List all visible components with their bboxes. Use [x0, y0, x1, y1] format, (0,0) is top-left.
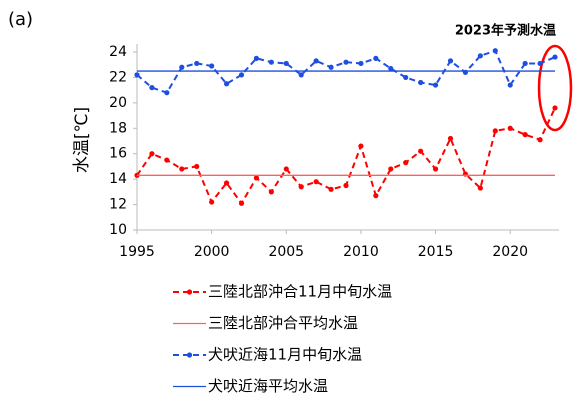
- point: [313, 179, 319, 185]
- point: [298, 72, 304, 78]
- y-tick-label: 18: [109, 120, 127, 136]
- point: [388, 65, 394, 72]
- point: [194, 163, 200, 170]
- panel-label: (a): [8, 9, 33, 30]
- point: [343, 59, 349, 65]
- point: [522, 132, 528, 138]
- point: [179, 64, 185, 70]
- point: [432, 82, 439, 88]
- point: [149, 151, 155, 157]
- x-tick-label: 1995: [119, 244, 155, 260]
- legend-marker: [186, 289, 193, 295]
- point: [507, 82, 513, 88]
- point: [328, 186, 334, 192]
- point: [194, 60, 200, 67]
- legend-label: 三陸北部沖合平均水温: [208, 314, 358, 332]
- point: [373, 55, 379, 61]
- point: [238, 72, 245, 78]
- legend-label: 犬吠近海11月中旬水温: [208, 346, 362, 364]
- point: [283, 60, 289, 67]
- point: [403, 160, 409, 166]
- point: [253, 175, 260, 181]
- point: [283, 166, 289, 172]
- point: [253, 55, 260, 61]
- y-tick-label: 22: [109, 69, 127, 85]
- point: [179, 166, 185, 172]
- legend-label: 三陸北部沖合11月中旬水温: [208, 283, 392, 301]
- point: [552, 54, 558, 60]
- legend-label: 犬吠近海平均水温: [208, 377, 328, 395]
- point: [313, 58, 319, 64]
- point: [507, 125, 513, 131]
- series-line: [136, 107, 556, 206]
- point: [522, 60, 528, 67]
- y-tick-label: 16: [109, 146, 127, 162]
- point: [418, 148, 424, 154]
- y-tick-label: 14: [109, 171, 127, 187]
- point: [537, 137, 543, 143]
- point: [268, 59, 274, 65]
- point: [298, 184, 304, 190]
- x-tick-label: 2005: [268, 244, 304, 260]
- x-tick-label: 2000: [194, 244, 230, 260]
- point: [552, 105, 558, 111]
- series-line: [136, 49, 556, 94]
- point: [238, 200, 245, 206]
- annotation: 2023年予測水温: [455, 23, 556, 39]
- x-tick-label: 2020: [492, 244, 528, 260]
- point: [432, 166, 439, 172]
- point: [268, 189, 274, 195]
- point: [223, 81, 230, 87]
- point: [373, 193, 379, 199]
- point: [388, 166, 394, 172]
- y-tick-label: 12: [109, 197, 127, 213]
- x-tick-label: 2010: [343, 244, 379, 260]
- point: [403, 74, 409, 81]
- point: [209, 199, 215, 205]
- point: [492, 48, 498, 54]
- point: [358, 60, 364, 67]
- point: [492, 128, 498, 134]
- y-tick-label: 24: [109, 44, 127, 60]
- point: [149, 85, 155, 91]
- point: [358, 143, 364, 149]
- point: [447, 58, 454, 64]
- point: [209, 63, 215, 69]
- point: [537, 60, 543, 67]
- point: [223, 180, 230, 186]
- point: [164, 90, 170, 96]
- highlight-ellipse: [537, 44, 573, 132]
- y-axis-label: 水温[℃]: [72, 107, 92, 173]
- point: [477, 185, 483, 191]
- y-tick-label: 10: [109, 222, 127, 238]
- point: [343, 182, 349, 189]
- x-tick-label: 2015: [418, 244, 454, 260]
- legend-marker: [186, 352, 193, 358]
- point: [447, 135, 454, 142]
- point: [418, 79, 424, 86]
- point: [164, 157, 170, 163]
- y-tick-label: 20: [109, 95, 127, 111]
- point: [134, 72, 140, 78]
- point: [477, 53, 483, 59]
- point: [328, 64, 334, 70]
